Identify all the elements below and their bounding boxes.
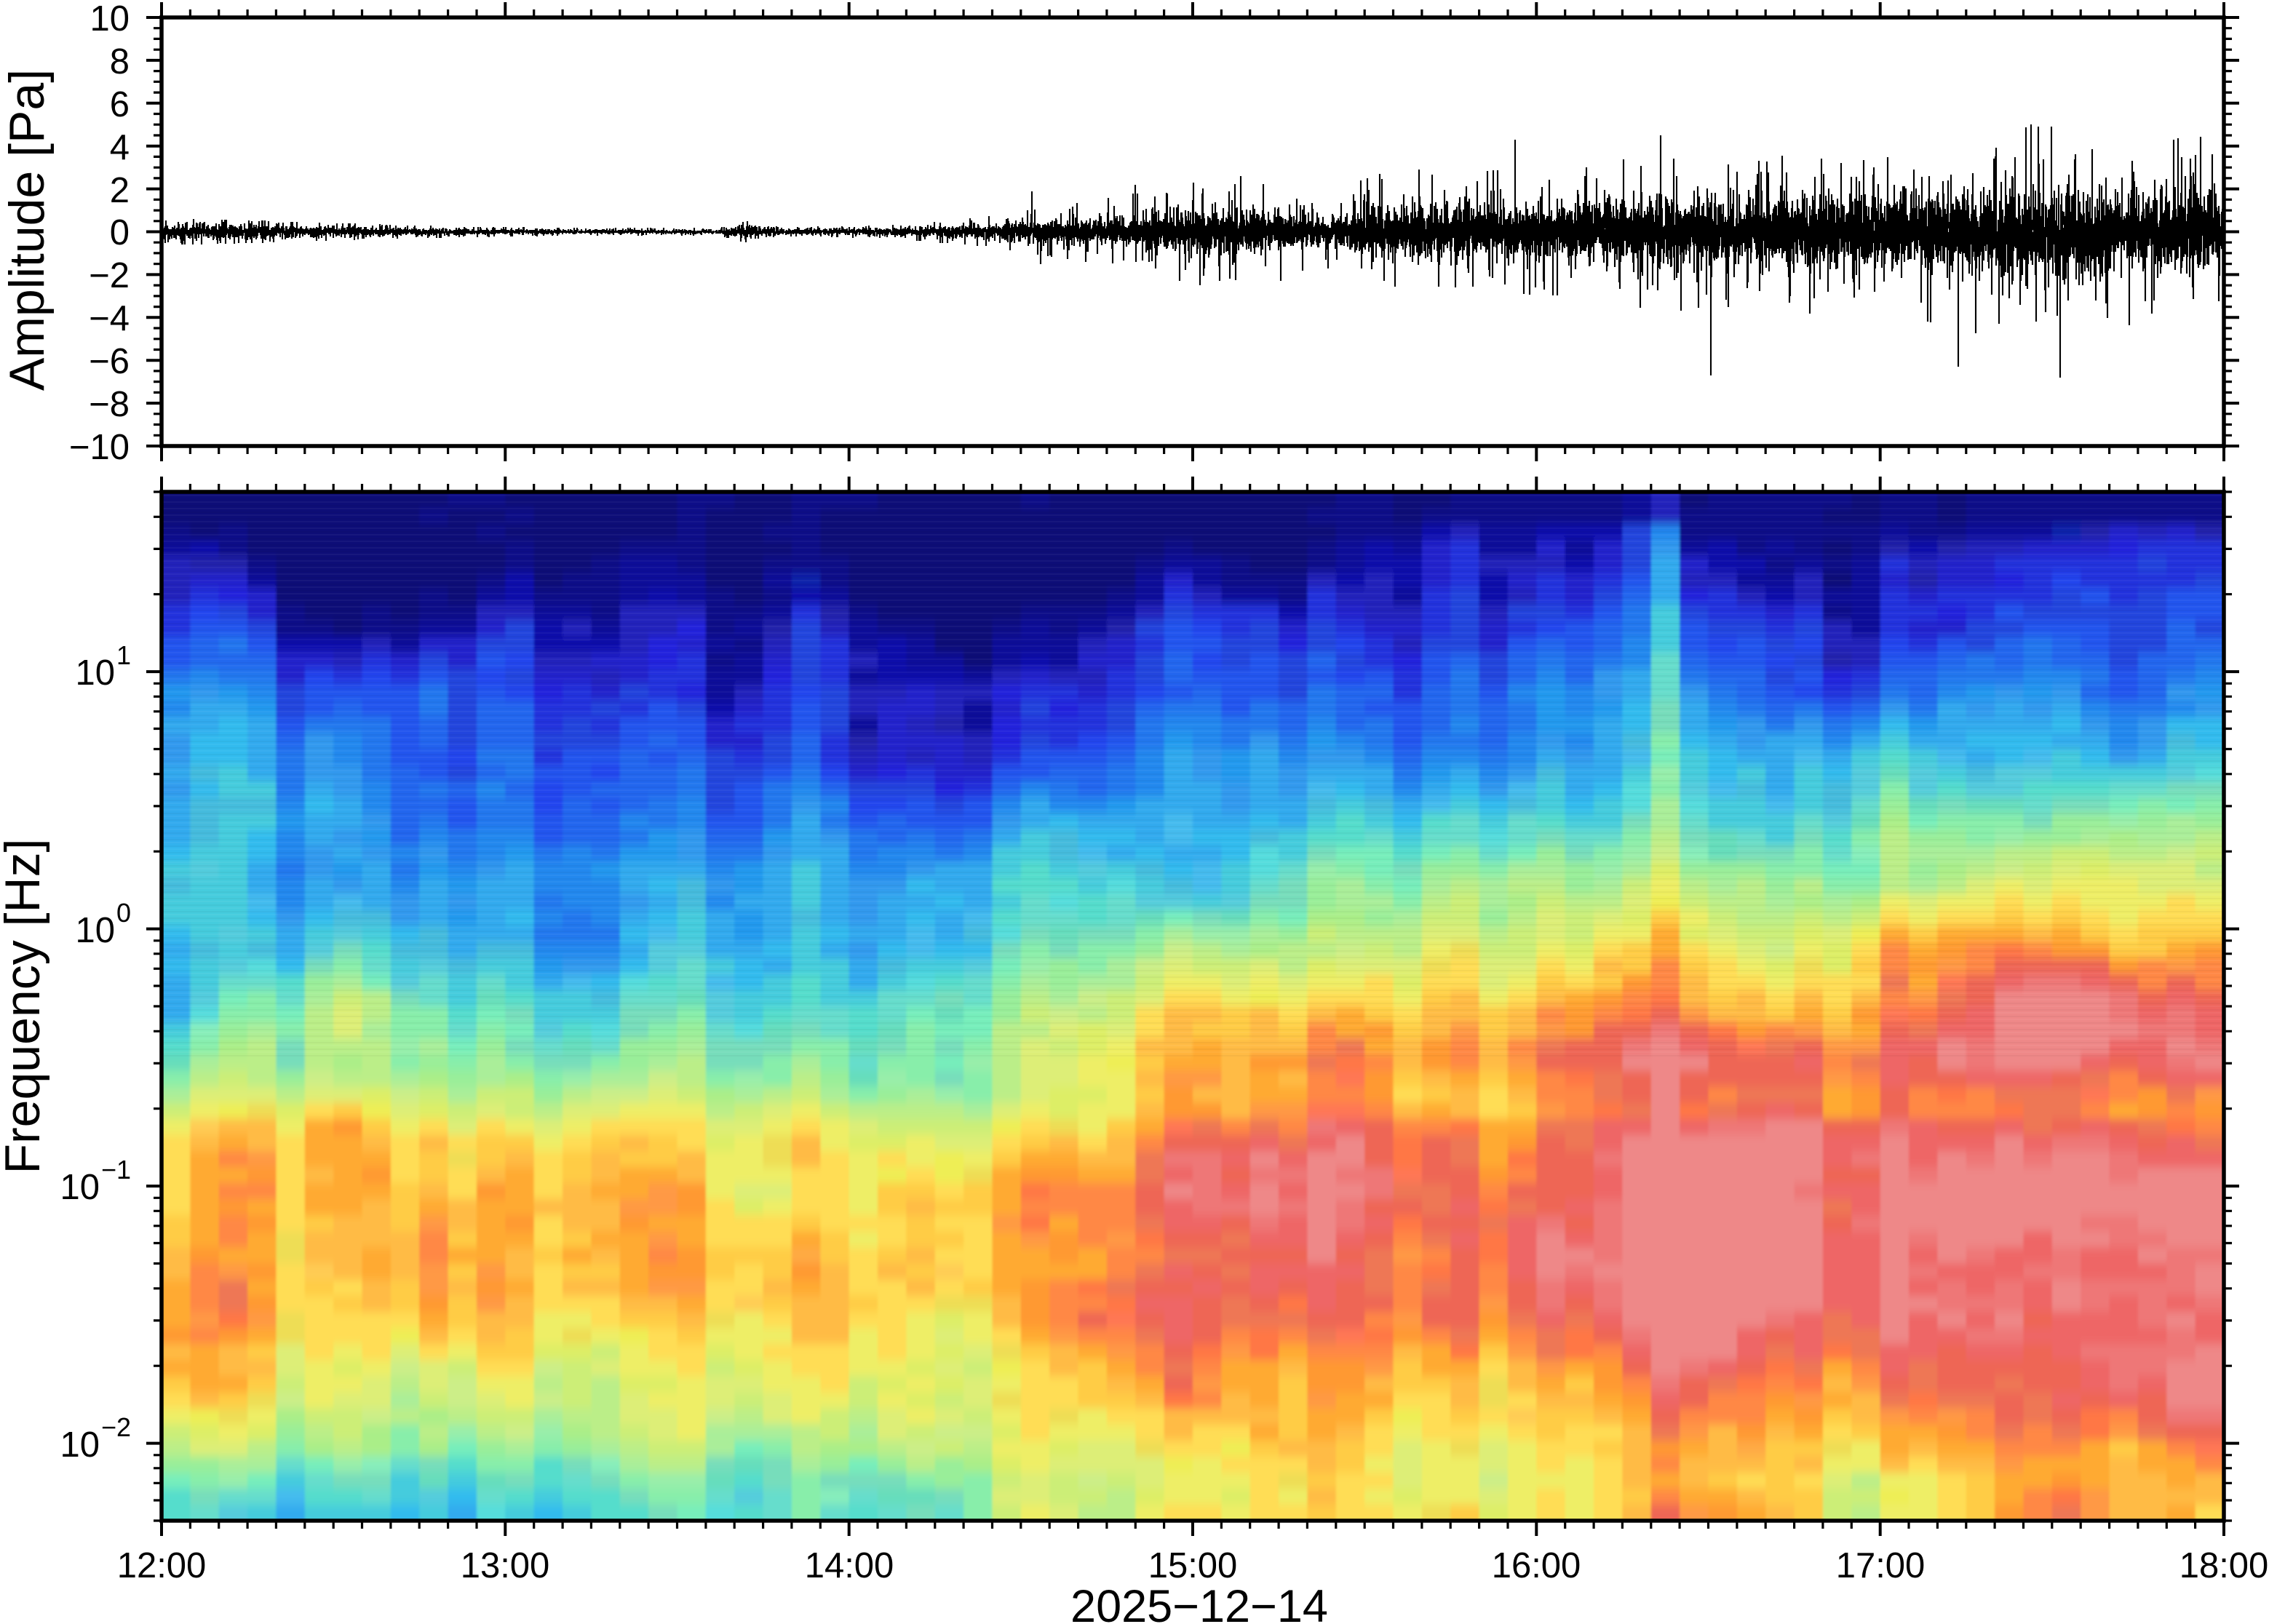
svg-text:−2: −2 (101, 1412, 131, 1442)
svg-text:−2: −2 (89, 256, 130, 295)
svg-text:16:00: 16:00 (1492, 1546, 1581, 1585)
svg-text:10: 10 (75, 653, 115, 693)
svg-text:Amplitude [Pa]: Amplitude [Pa] (0, 69, 55, 391)
svg-text:6: 6 (110, 85, 130, 124)
svg-text:1: 1 (116, 640, 131, 670)
svg-text:−1: −1 (101, 1155, 131, 1185)
svg-text:2025−12−14: 2025−12−14 (1070, 1581, 1328, 1624)
svg-text:−6: −6 (89, 342, 130, 381)
svg-text:13:00: 13:00 (461, 1546, 550, 1585)
svg-text:0: 0 (116, 898, 131, 928)
svg-text:−4: −4 (89, 299, 130, 338)
svg-text:17:00: 17:00 (1836, 1546, 1926, 1585)
svg-text:−8: −8 (89, 385, 130, 424)
svg-text:8: 8 (110, 42, 130, 81)
svg-text:4: 4 (110, 128, 130, 167)
svg-text:10: 10 (75, 911, 115, 950)
svg-text:2: 2 (110, 171, 130, 210)
svg-text:12:00: 12:00 (117, 1546, 207, 1585)
svg-text:10: 10 (60, 1168, 100, 1207)
svg-text:10: 10 (90, 0, 130, 39)
svg-text:14:00: 14:00 (805, 1546, 894, 1585)
svg-text:18:00: 18:00 (2179, 1546, 2269, 1585)
svg-text:0: 0 (110, 213, 130, 252)
svg-text:−10: −10 (69, 428, 130, 467)
svg-text:10: 10 (60, 1425, 100, 1465)
svg-text:15:00: 15:00 (1148, 1546, 1238, 1585)
svg-text:Frequency [Hz]: Frequency [Hz] (0, 838, 50, 1174)
